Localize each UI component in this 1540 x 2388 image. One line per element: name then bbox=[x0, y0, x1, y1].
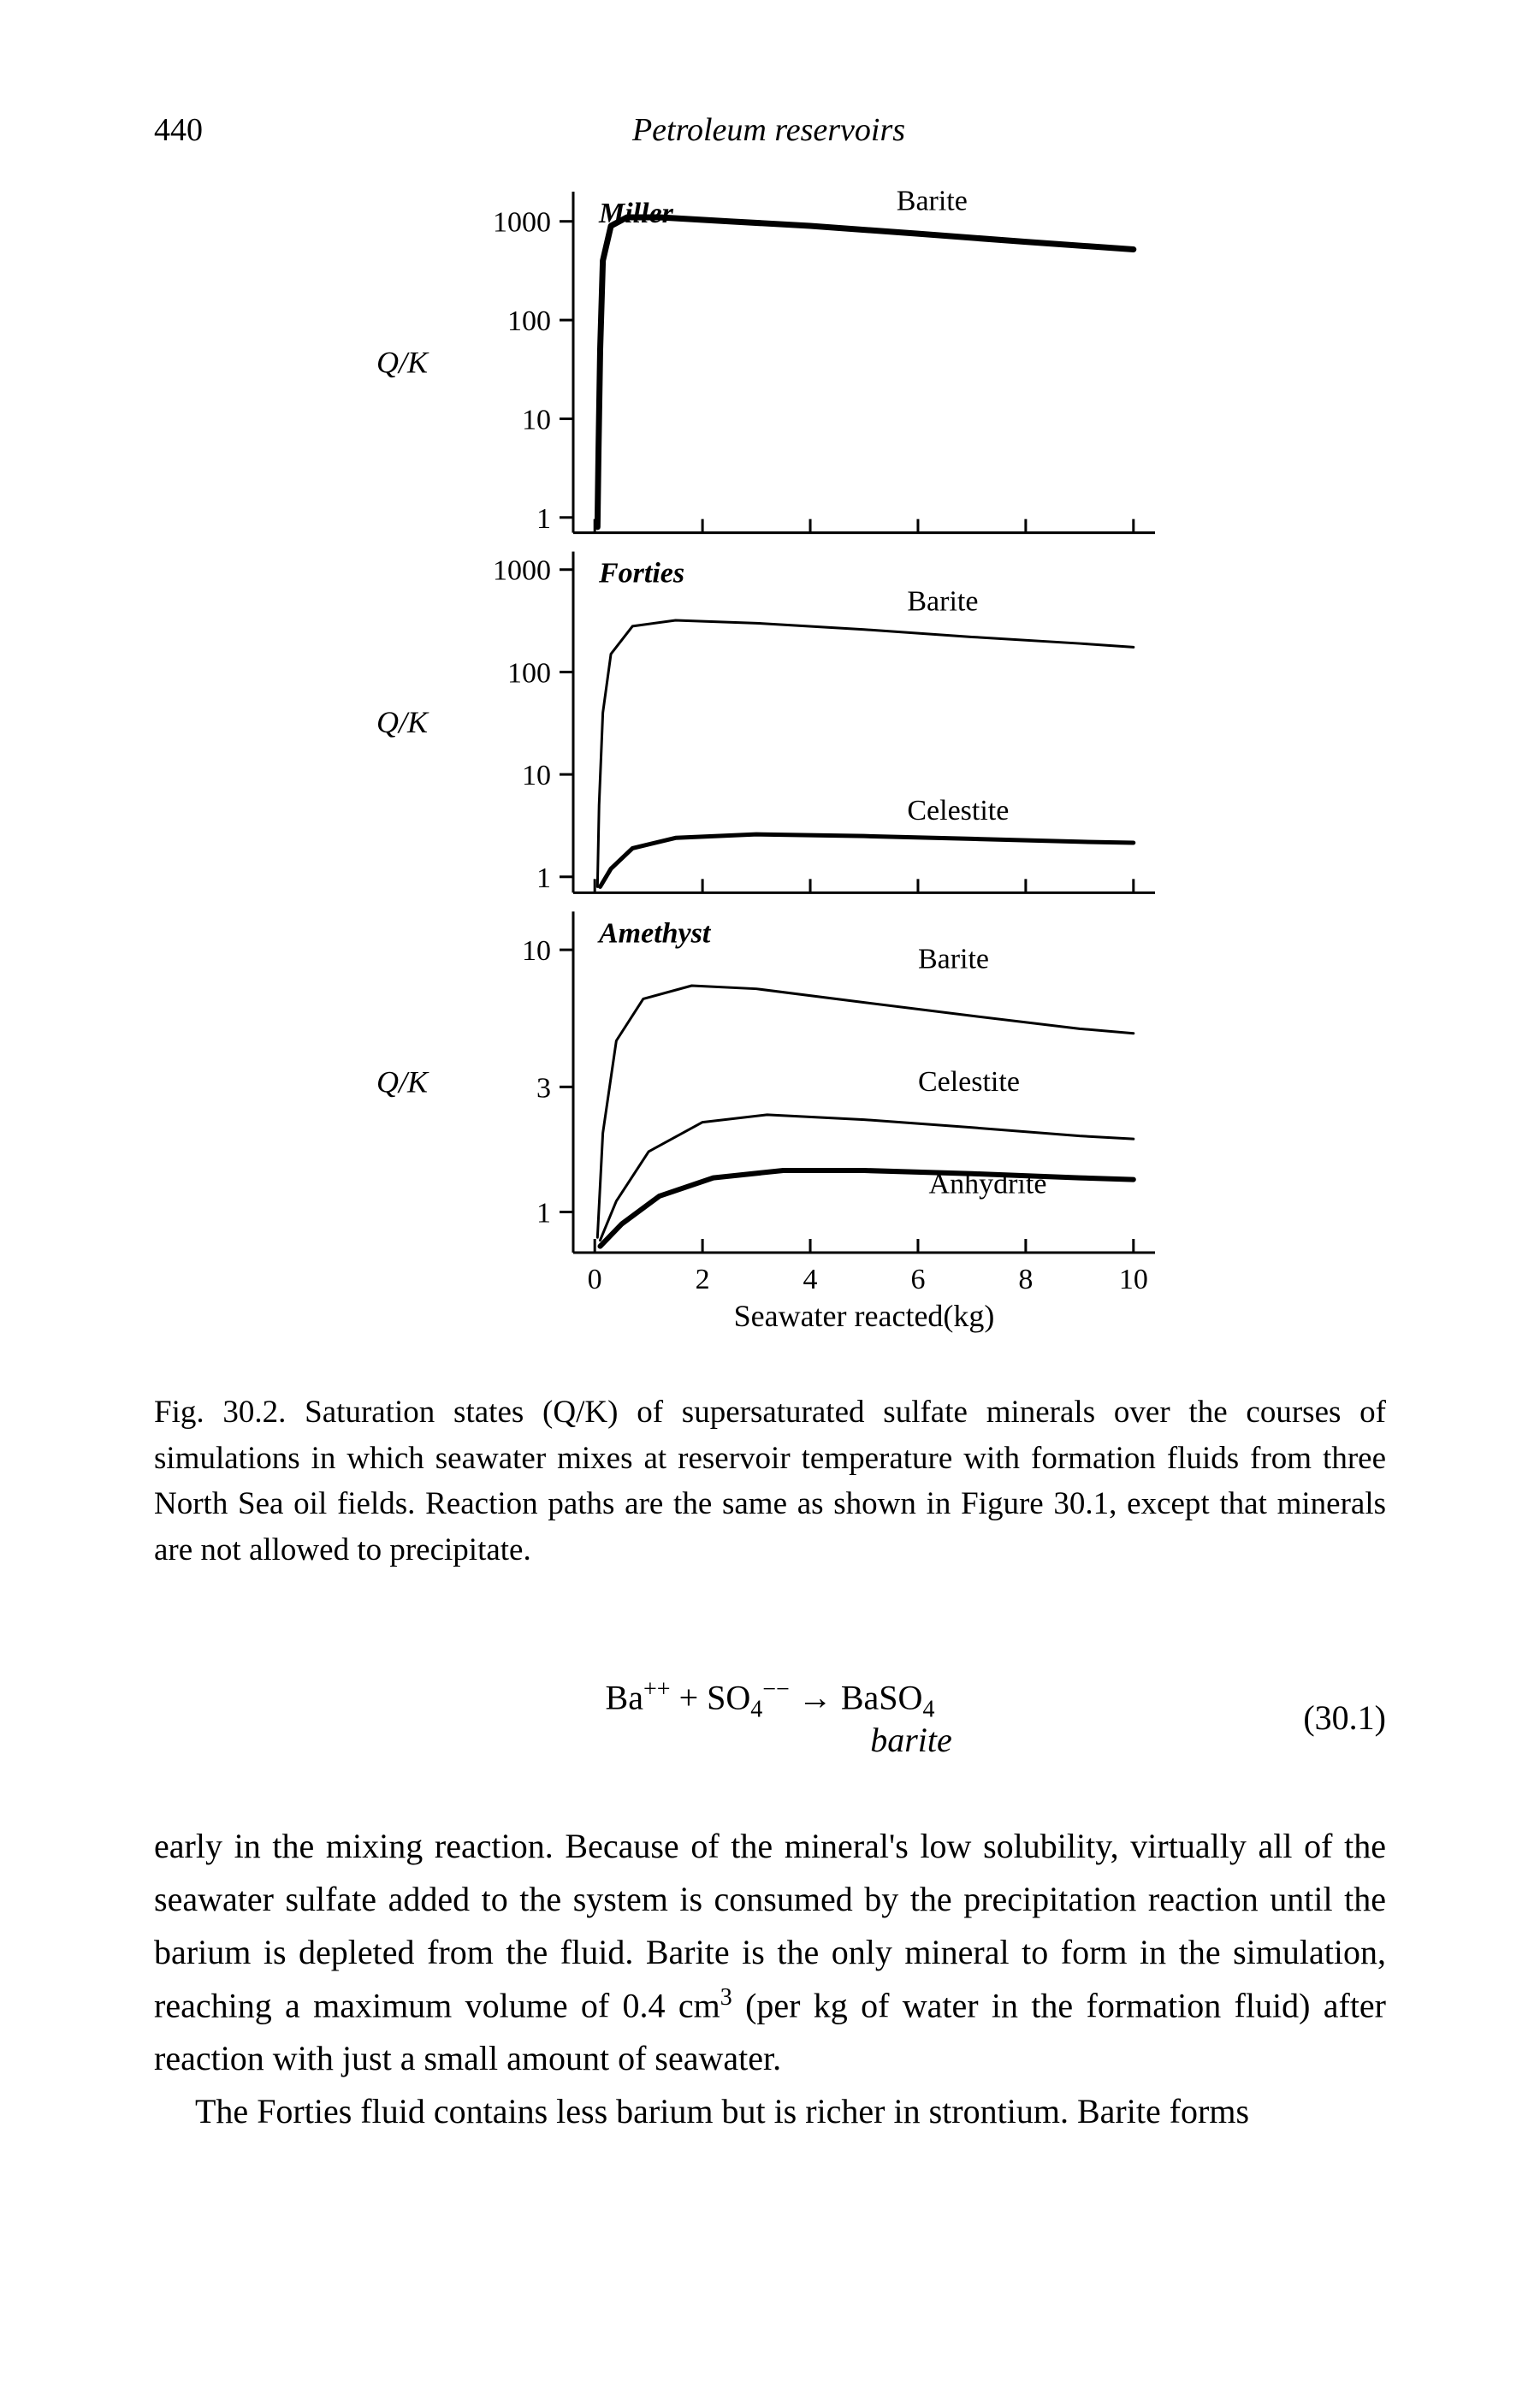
svg-text:0: 0 bbox=[588, 1264, 602, 1295]
svg-text:Q/K: Q/K bbox=[376, 345, 429, 379]
figure-30-2: 1101001000Q/KMillerBarite1101001000Q/KFo… bbox=[154, 166, 1386, 1347]
svg-text:Barite: Barite bbox=[907, 585, 978, 617]
eq-rhs-sub: 4 bbox=[922, 1696, 934, 1722]
equation-number: (30.1) bbox=[1303, 1698, 1386, 1738]
page: 440 Petroleum reservoirs 1101001000Q/KMi… bbox=[0, 0, 1540, 2388]
svg-text:Celestite: Celestite bbox=[907, 795, 1009, 827]
svg-text:1000: 1000 bbox=[493, 555, 551, 587]
caption-text: Fig. 30.2. Saturation states (Q/K) of su… bbox=[154, 1395, 1386, 1567]
svg-text:8: 8 bbox=[1018, 1264, 1033, 1295]
eq-lhs-a: Ba bbox=[606, 1678, 643, 1716]
eq-lhs-b: SO bbox=[707, 1678, 750, 1716]
svg-text:Forties: Forties bbox=[598, 558, 684, 590]
header-title: Petroleum reservoirs bbox=[203, 111, 1386, 149]
eq-lhs-a-sup: ++ bbox=[643, 1676, 671, 1703]
figure-caption: Fig. 30.2. Saturation states (Q/K) of su… bbox=[154, 1390, 1386, 1573]
page-header: 440 Petroleum reservoirs bbox=[154, 111, 1386, 149]
svg-text:1: 1 bbox=[536, 503, 551, 535]
svg-text:Celestite: Celestite bbox=[918, 1066, 1020, 1098]
svg-text:4: 4 bbox=[803, 1264, 818, 1295]
svg-text:10: 10 bbox=[522, 760, 551, 791]
svg-text:Q/K: Q/K bbox=[376, 705, 429, 739]
svg-text:1: 1 bbox=[536, 862, 551, 894]
page-number: 440 bbox=[154, 111, 203, 149]
svg-text:6: 6 bbox=[910, 1264, 925, 1295]
eq-lhs-b-sub: 4 bbox=[750, 1696, 762, 1722]
paragraph-2: The Forties fluid contains less barium b… bbox=[154, 2085, 1386, 2138]
svg-text:3: 3 bbox=[536, 1072, 551, 1104]
svg-text:Q/K: Q/K bbox=[376, 1065, 429, 1099]
svg-text:100: 100 bbox=[507, 657, 551, 689]
paragraph-1: early in the mixing reaction. Because of… bbox=[154, 1820, 1386, 2085]
svg-text:10: 10 bbox=[1119, 1264, 1148, 1295]
figure-svg: 1101001000Q/KMillerBarite1101001000Q/KFo… bbox=[351, 166, 1189, 1347]
svg-text:Barite: Barite bbox=[918, 944, 989, 975]
eq-arrow: → bbox=[790, 1678, 841, 1716]
eq-rhs-label: barite bbox=[870, 1721, 952, 1759]
svg-text:Anhydrite: Anhydrite bbox=[929, 1169, 1047, 1200]
eq-lhs-b-sup: −− bbox=[762, 1676, 790, 1703]
p1-sup: 3 bbox=[720, 1984, 732, 2011]
svg-text:10: 10 bbox=[522, 404, 551, 436]
p2-text: The Forties fluid contains less barium b… bbox=[195, 2092, 1249, 2130]
equation-body: Ba++ + SO4−− → BaSO4 barite bbox=[588, 1676, 952, 1760]
eq-rhs: BaSO bbox=[841, 1678, 923, 1716]
svg-text:100: 100 bbox=[507, 305, 551, 337]
svg-text:Barite: Barite bbox=[897, 186, 968, 217]
svg-text:Seawater reacted(kg): Seawater reacted(kg) bbox=[734, 1299, 995, 1333]
svg-text:1000: 1000 bbox=[493, 207, 551, 239]
svg-text:1: 1 bbox=[536, 1198, 551, 1230]
svg-text:Amethyst: Amethyst bbox=[597, 917, 712, 949]
eq-plus: + bbox=[671, 1678, 708, 1716]
body-text: early in the mixing reaction. Because of… bbox=[154, 1820, 1386, 2138]
equation-30-1: Ba++ + SO4−− → BaSO4 barite (30.1) bbox=[154, 1676, 1386, 1760]
svg-text:10: 10 bbox=[522, 935, 551, 967]
svg-text:2: 2 bbox=[696, 1264, 710, 1295]
